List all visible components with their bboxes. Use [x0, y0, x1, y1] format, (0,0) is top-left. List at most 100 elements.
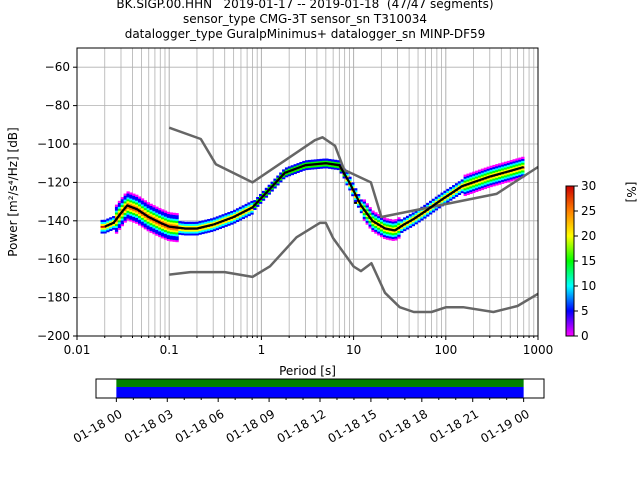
heatmap-cell	[172, 239, 176, 242]
heatmap-cell	[264, 187, 269, 191]
heatmap-cell	[515, 166, 519, 169]
heatmap-cell	[106, 228, 110, 231]
heatmap-cell	[169, 216, 173, 219]
heatmap-cell	[385, 226, 390, 229]
heatmap-cell	[244, 215, 248, 218]
heatmap-cell	[501, 173, 505, 177]
heatmap-cell	[172, 212, 176, 215]
heatmap-cell	[163, 233, 168, 236]
heatmap-cell	[256, 204, 260, 207]
heatmap-cell	[192, 221, 197, 224]
heatmap-cell	[215, 218, 220, 221]
heatmap-cell	[472, 185, 476, 188]
heatmap-cell	[374, 212, 378, 215]
heatmap-cell	[152, 224, 156, 227]
heatmap-cell	[140, 207, 145, 211]
heatmap-cell	[129, 203, 133, 207]
heatmap-cell	[146, 213, 150, 216]
heatmap-cell	[394, 226, 398, 229]
heatmap-cell	[489, 183, 493, 186]
heatmap-cell	[351, 184, 355, 187]
heatmap-cell	[181, 232, 185, 236]
heatmap-cell	[230, 220, 234, 223]
heatmap-cell	[377, 219, 381, 223]
heatmap-cell	[305, 167, 309, 171]
heatmap-cell	[152, 214, 156, 217]
heatmap-cell	[114, 223, 119, 227]
heatmap-cell	[259, 195, 263, 199]
heatmap-cell	[137, 198, 142, 201]
heatmap-cell	[394, 222, 398, 226]
heatmap-cell	[475, 189, 479, 193]
heatmap-cell	[388, 226, 392, 229]
heatmap-cell	[132, 214, 136, 217]
y-tick-label: −60	[45, 60, 70, 74]
heatmap-cell	[446, 200, 450, 203]
heatmap-cell	[388, 234, 392, 237]
heatmap-cell	[397, 219, 401, 222]
heatmap-cell	[137, 206, 142, 209]
heatmap-cell	[374, 216, 378, 219]
y-tick-label: −120	[37, 175, 70, 189]
heatmap-cell	[466, 190, 470, 194]
heatmap-cell	[140, 221, 145, 224]
heatmap-cell	[233, 213, 237, 216]
heatmap-cell	[463, 191, 467, 195]
heatmap-cell	[270, 183, 274, 186]
heatmap-cell	[175, 216, 179, 220]
y-tick-label: −80	[45, 99, 70, 113]
heatmap-cell	[377, 233, 381, 236]
heatmap-cell	[475, 174, 479, 177]
heatmap-cell	[512, 163, 516, 166]
heatmap-cell	[169, 220, 173, 223]
heatmap-cell	[158, 209, 162, 213]
heatmap-cell	[166, 232, 171, 236]
heatmap-cell	[388, 218, 392, 222]
heatmap-cell	[310, 159, 315, 162]
heatmap-cell	[460, 189, 464, 192]
heatmap-cell	[123, 201, 127, 204]
heatmap-cell	[273, 180, 277, 183]
heatmap-cell	[169, 227, 173, 230]
heatmap-cell	[120, 212, 124, 215]
heatmap-cell	[293, 164, 297, 167]
heatmap-cell	[169, 223, 173, 227]
heatmap-cell	[129, 192, 133, 195]
heatmap-cell	[328, 158, 332, 162]
heatmap-cell	[123, 216, 127, 219]
heatmap-cell	[109, 219, 113, 222]
heatmap-cell	[163, 212, 168, 215]
heatmap-cell	[137, 200, 142, 203]
heatmap-cell	[135, 221, 139, 224]
heatmap-cell	[172, 233, 176, 237]
heatmap-cell	[114, 210, 119, 213]
heatmap-cell	[489, 169, 493, 172]
heatmap-cell	[405, 217, 410, 220]
heatmap-cell	[368, 222, 372, 225]
heatmap-cell	[169, 214, 173, 217]
heatmap-cell	[388, 232, 392, 235]
heatmap-cell	[492, 182, 496, 185]
heatmap-cell	[163, 235, 168, 238]
heatmap-cell	[305, 165, 309, 169]
y-tick-label: −180	[37, 291, 70, 305]
heatmap-cell	[351, 193, 355, 197]
heatmap-cell	[354, 188, 358, 191]
heatmap-cell	[215, 227, 220, 231]
heatmap-cell	[175, 220, 179, 223]
heatmap-cell	[158, 225, 162, 228]
heatmap-cell	[166, 229, 171, 232]
heatmap-cell	[434, 196, 439, 199]
heatmap-cell	[117, 225, 122, 228]
heatmap-cell	[325, 160, 329, 163]
heatmap-cell	[498, 163, 502, 166]
heatmap-cell	[480, 185, 485, 189]
heatmap-cell	[518, 165, 522, 168]
heatmap-cell	[475, 176, 479, 179]
heatmap-cell	[140, 206, 145, 209]
heatmap-cell	[480, 168, 485, 171]
heatmap-cell	[279, 178, 283, 181]
heatmap-cell	[503, 173, 508, 176]
heatmap-cell	[221, 218, 225, 221]
heatmap-cell	[411, 214, 415, 217]
